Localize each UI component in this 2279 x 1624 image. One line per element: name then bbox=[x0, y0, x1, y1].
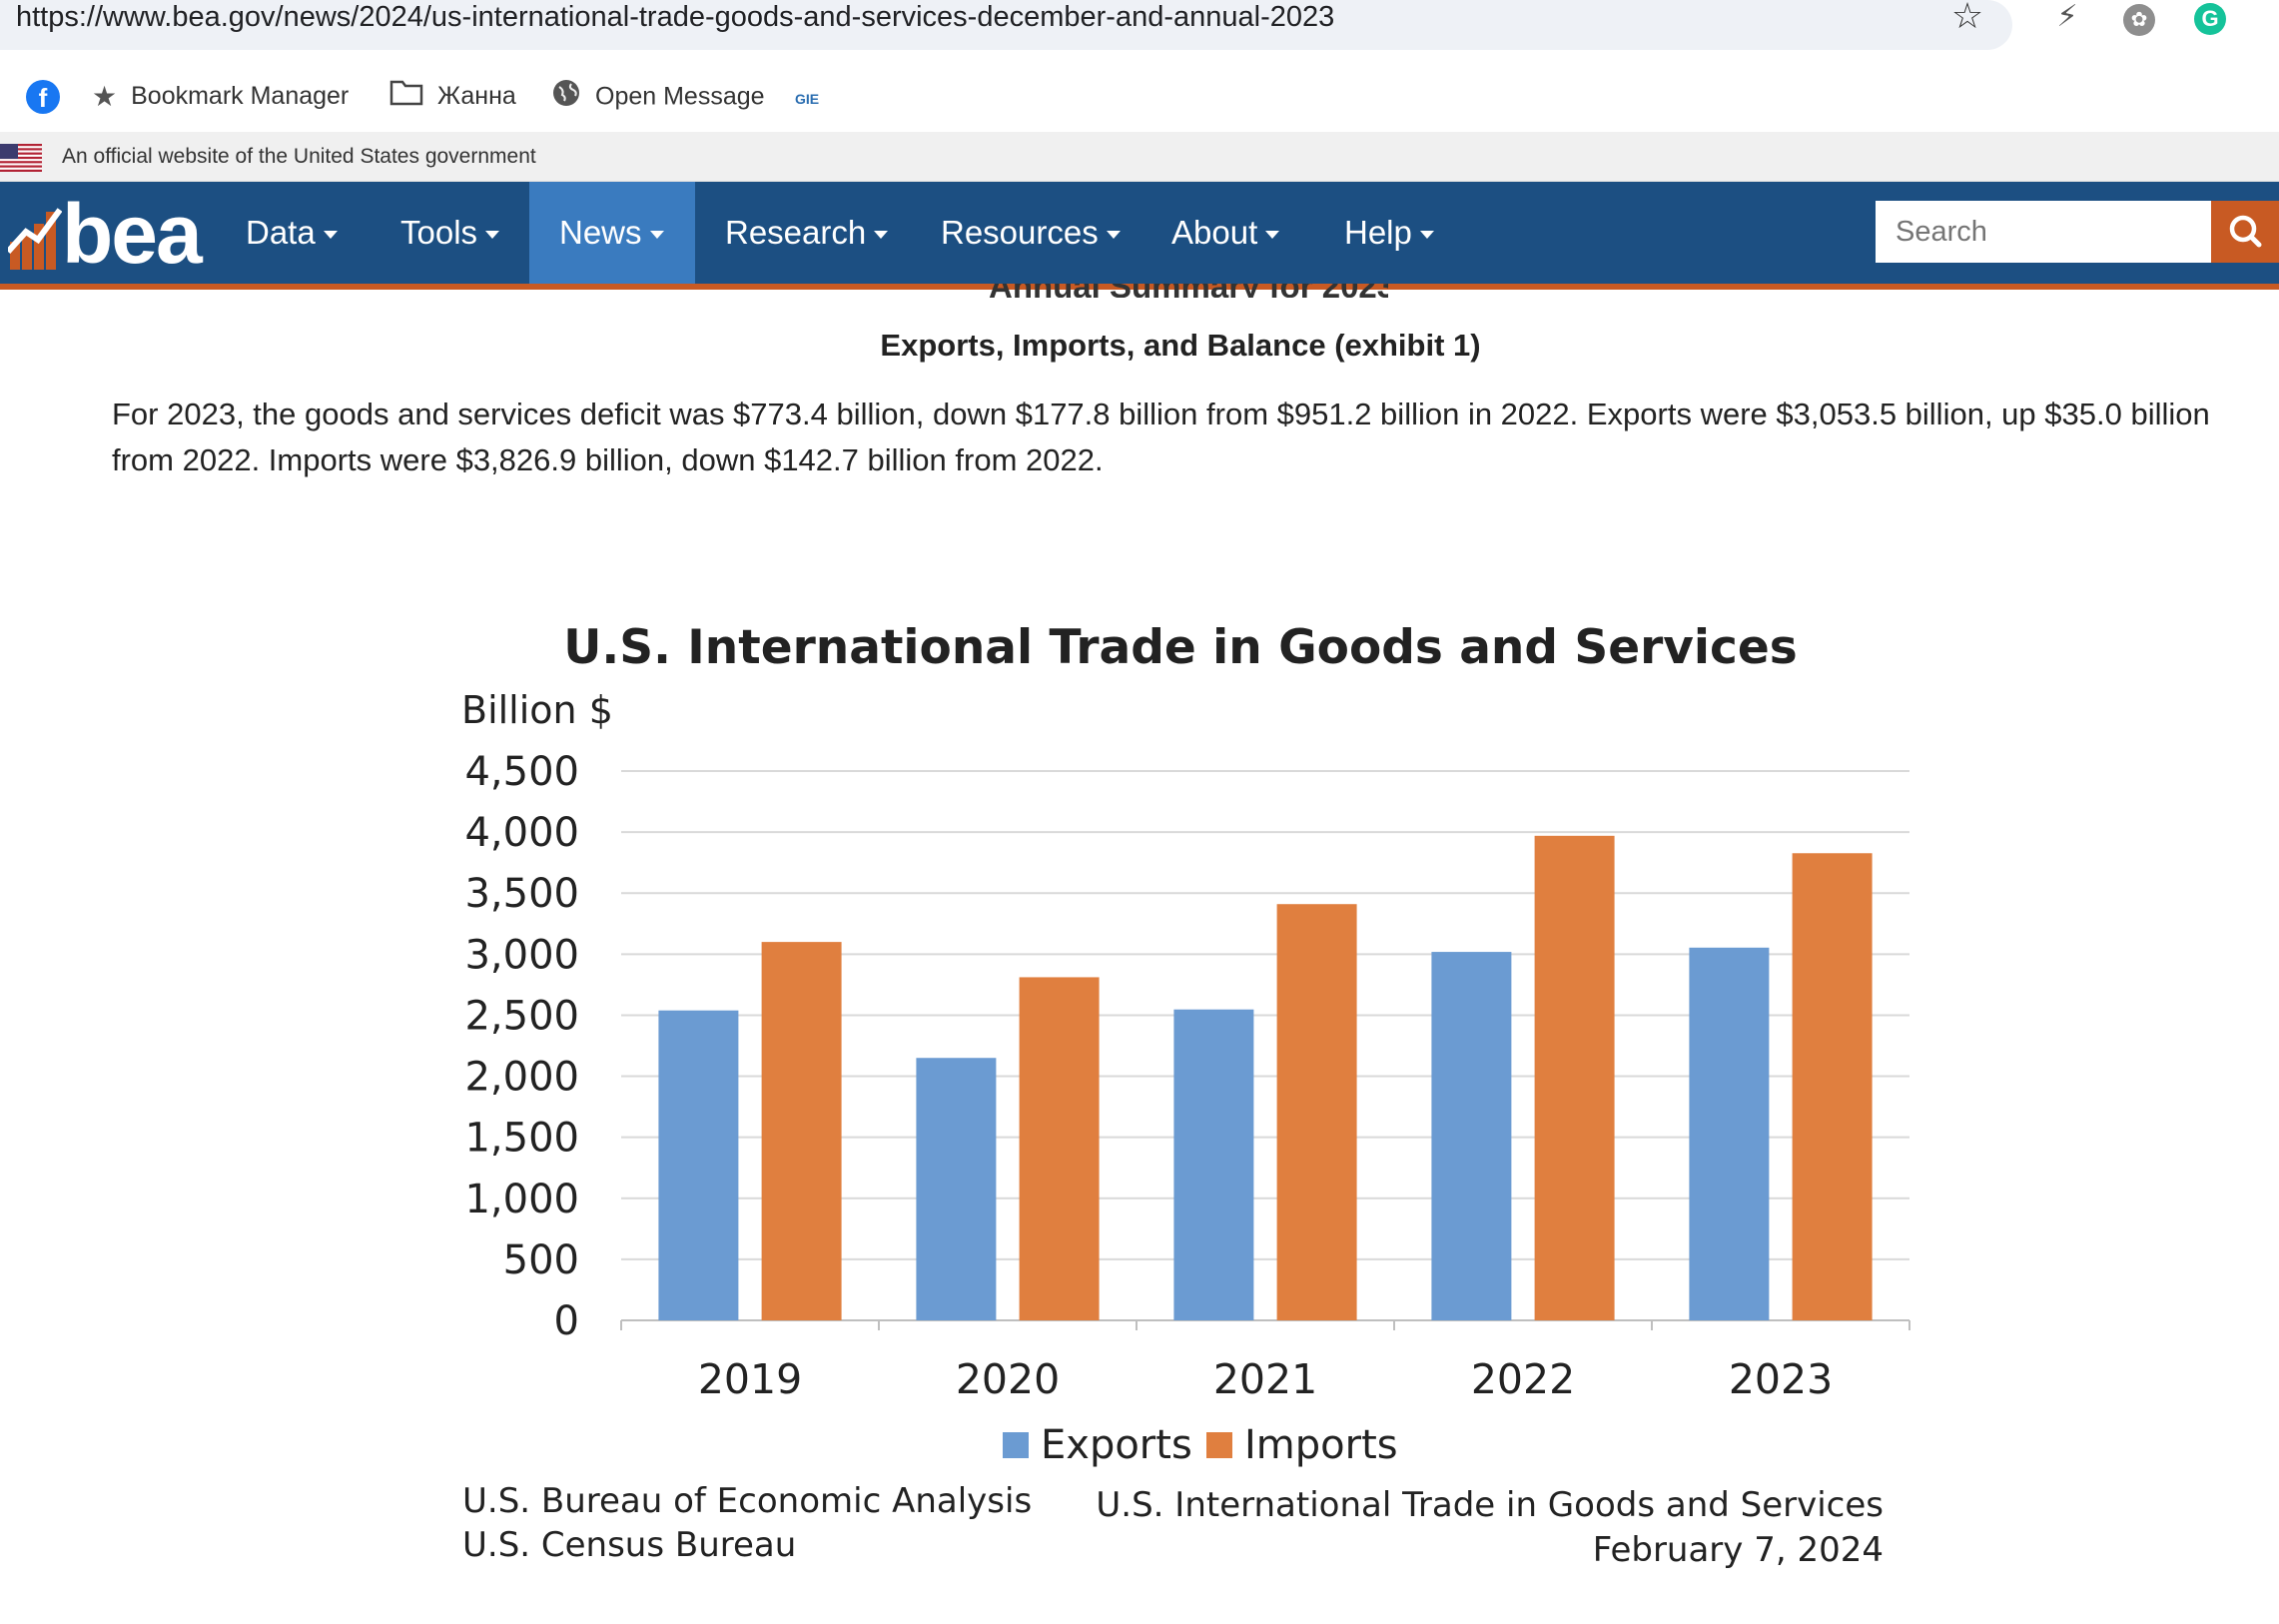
nav-label: Tools bbox=[400, 214, 478, 251]
y-tick-label: 1,500 bbox=[464, 1116, 579, 1162]
legend-exports-swatch bbox=[1003, 1432, 1029, 1458]
bookmark-label: Жанна bbox=[437, 82, 516, 110]
bookmark-gie[interactable]: GIE bbox=[795, 78, 819, 114]
nav-research[interactable]: Research bbox=[725, 182, 889, 284]
y-tick-label: 500 bbox=[503, 1237, 579, 1283]
gov-banner: An official website of the United States… bbox=[0, 132, 2279, 182]
chart-y-ticks: 0 500 1,000 1,500 2,000 2,500 3,000 3,500 4,000 4… bbox=[464, 749, 579, 1344]
nav-label: Data bbox=[246, 214, 316, 251]
y-tick-label: 2,000 bbox=[464, 1055, 579, 1101]
extension-icon[interactable]: ✿ bbox=[2119, 0, 2159, 36]
chevron-down-icon bbox=[485, 231, 500, 240]
nav-resources[interactable]: Resources bbox=[941, 182, 1121, 284]
bookmarks-bar: f ★ Bookmark Manager Жанна Open Message G… bbox=[0, 70, 2279, 122]
bookmark-label: Bookmark Manager bbox=[131, 82, 350, 110]
bar-exports-2023 bbox=[1689, 947, 1770, 1320]
address-bar[interactable]: https://www.bea.gov/news/2024/us-interna… bbox=[0, 0, 2012, 50]
nav-tools[interactable]: Tools bbox=[400, 182, 500, 284]
chart-title: U.S. International Trade in Goods and Se… bbox=[563, 620, 1798, 675]
nav-data[interactable]: Data bbox=[246, 182, 338, 284]
bookmark-star-icon[interactable]: ☆ bbox=[1950, 0, 1984, 36]
bookmark-label: Open Message bbox=[595, 82, 765, 111]
chevron-down-icon bbox=[1265, 231, 1280, 240]
bar-exports-2020 bbox=[916, 1058, 997, 1320]
partial-heading-text: Annual Summary for 2023 bbox=[989, 284, 1388, 298]
search-button[interactable] bbox=[2211, 201, 2279, 263]
us-flag-icon bbox=[0, 144, 42, 172]
browser-toolbar: https://www.bea.gov/news/2024/us-interna… bbox=[0, 0, 2279, 52]
chart-source-bea: U.S. Bureau of Economic Analysis bbox=[462, 1481, 1032, 1521]
chevron-down-icon bbox=[1106, 231, 1121, 240]
bar-imports-2019 bbox=[761, 942, 842, 1320]
legend-exports-label: Exports bbox=[1041, 1422, 1192, 1468]
trade-chart: U.S. International Trade in Goods and Se… bbox=[461, 620, 1910, 1570]
y-tick-label: 4,000 bbox=[464, 810, 579, 856]
y-tick-label: 1,000 bbox=[464, 1177, 579, 1222]
search-input[interactable] bbox=[1876, 201, 2211, 263]
y-tick-label: 0 bbox=[554, 1298, 579, 1344]
nav-label: Help bbox=[1344, 214, 1412, 251]
chart-bars bbox=[658, 835, 1873, 1320]
nav-label: Resources bbox=[941, 214, 1099, 251]
lightning-extension-icon[interactable]: ⚡ bbox=[2056, 0, 2078, 33]
gov-banner-text: An official website of the United States… bbox=[62, 145, 536, 168]
bar-exports-2021 bbox=[1173, 1009, 1254, 1320]
chart-legend: Exports Imports bbox=[1003, 1422, 1398, 1468]
globe-icon bbox=[551, 78, 581, 118]
x-tick-label: 2021 bbox=[1213, 1355, 1317, 1403]
y-tick-label: 3,500 bbox=[464, 871, 579, 917]
bookmark-facebook[interactable]: f bbox=[26, 78, 74, 115]
bar-imports-2021 bbox=[1276, 904, 1357, 1320]
chart-footer-title: U.S. International Trade in Goods and Se… bbox=[1096, 1485, 1884, 1525]
grammarly-icon[interactable]: G bbox=[2190, 0, 2230, 36]
x-tick-label: 2019 bbox=[698, 1355, 802, 1403]
summary-paragraph: For 2023, the goods and services deficit… bbox=[112, 397, 2210, 477]
y-tick-label: 2,500 bbox=[464, 993, 579, 1039]
bar-imports-2020 bbox=[1019, 977, 1100, 1320]
bea-logo-text: bea bbox=[62, 187, 203, 281]
section-heading: Exports, Imports, and Balance (exhibit 1… bbox=[880, 328, 1481, 363]
bookmark-bookmark-manager[interactable]: ★ Bookmark Manager bbox=[92, 78, 349, 114]
bar-imports-2022 bbox=[1534, 835, 1615, 1320]
chevron-down-icon bbox=[874, 231, 889, 240]
partial-heading: Annual Summary for 2023 bbox=[989, 284, 1388, 298]
x-tick-label: 2023 bbox=[1729, 1355, 1833, 1403]
star-icon: ★ bbox=[92, 81, 118, 113]
x-tick-label: 2020 bbox=[956, 1355, 1060, 1403]
nav-news[interactable]: News bbox=[529, 182, 695, 284]
nav-about[interactable]: About bbox=[1171, 182, 1280, 284]
legend-imports-swatch bbox=[1206, 1432, 1232, 1458]
nav-label: News bbox=[559, 214, 642, 251]
gie-icon: GIE bbox=[795, 91, 820, 107]
bookmark-open-message[interactable]: Open Message bbox=[551, 78, 765, 114]
bar-exports-2019 bbox=[658, 1010, 739, 1320]
nav-accent-stripe bbox=[0, 284, 2279, 290]
chart-y-axis-label: Billion $ bbox=[461, 688, 613, 732]
legend-imports-label: Imports bbox=[1244, 1422, 1398, 1468]
url-text[interactable]: https://www.bea.gov/news/2024/us-interna… bbox=[16, 1, 1335, 33]
bar-exports-2022 bbox=[1431, 952, 1512, 1320]
bea-logo-chart-icon bbox=[8, 208, 62, 270]
chart-x-ticks: 2019 2020 2021 2022 2023 bbox=[698, 1355, 1833, 1403]
x-tick-label: 2022 bbox=[1471, 1355, 1575, 1403]
facebook-icon: f bbox=[26, 80, 60, 115]
bea-logo[interactable]: bea bbox=[8, 192, 208, 276]
y-tick-label: 4,500 bbox=[464, 749, 579, 795]
chevron-down-icon bbox=[1419, 231, 1434, 240]
chevron-down-icon bbox=[649, 231, 664, 240]
chart-footer-date: February 7, 2024 bbox=[1593, 1530, 1884, 1570]
main-nav: bea Data Tools News Research Resources A… bbox=[0, 182, 2279, 284]
nav-help[interactable]: Help bbox=[1344, 182, 1434, 284]
nav-label: Research bbox=[725, 214, 867, 251]
y-tick-label: 3,000 bbox=[464, 932, 579, 978]
bar-imports-2023 bbox=[1792, 853, 1873, 1320]
search-icon bbox=[2229, 215, 2262, 248]
folder-icon bbox=[389, 78, 423, 116]
nav-label: About bbox=[1171, 214, 1258, 251]
chart-source-census: U.S. Census Bureau bbox=[462, 1525, 796, 1565]
bookmark-folder[interactable]: Жанна bbox=[389, 78, 516, 114]
chevron-down-icon bbox=[323, 231, 338, 240]
